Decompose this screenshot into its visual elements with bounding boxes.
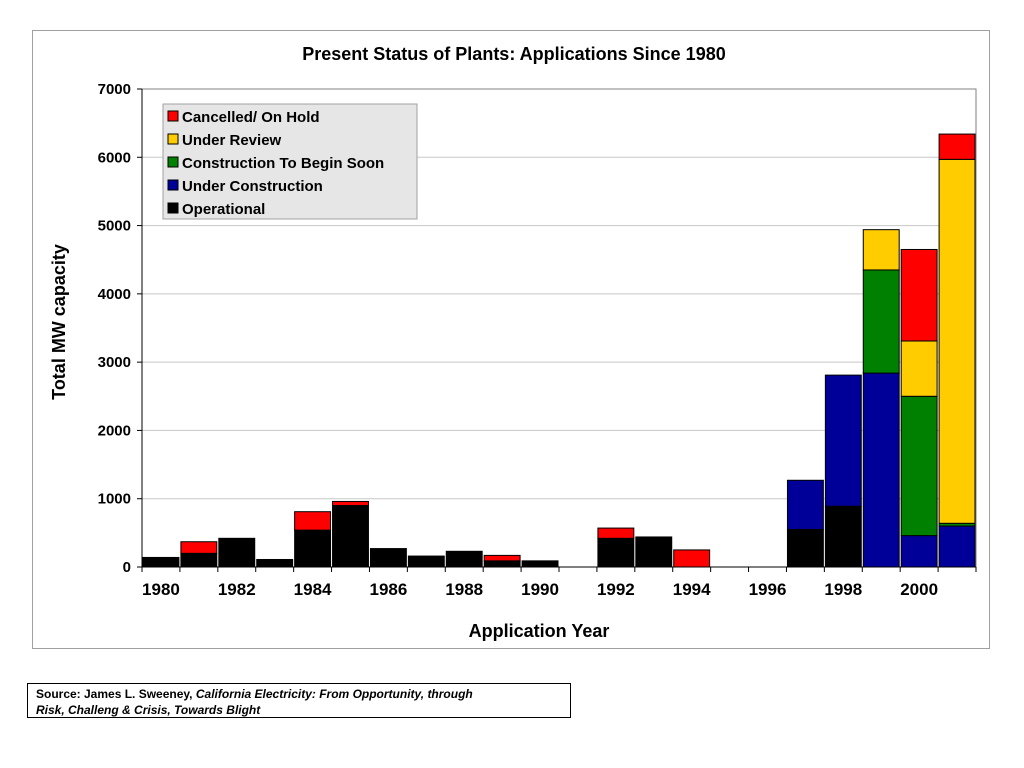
bar-segment-under-construction — [862, 372, 900, 568]
bar-segment-operational — [218, 537, 256, 568]
chart-frame: 0 1000 2000 3000 4000 5000 6000 7000 1980 1982 198… — [32, 30, 990, 649]
bar-segment-under-construction — [786, 479, 824, 530]
bar-segment-cancelled-on-hold — [938, 133, 976, 160]
source-prefix: Source: James L. Sweeney, — [36, 687, 196, 701]
x-tick-label: 1982 — [218, 580, 256, 599]
bar-segment-under-construction — [900, 535, 938, 568]
x-tick-label: 1994 — [673, 580, 711, 599]
legend-label: Construction To Begin Soon — [182, 155, 384, 172]
bar-segment-operational — [786, 528, 824, 568]
x-tick-label: 1998 — [824, 580, 862, 599]
bar-segment-cancelled-on-hold — [673, 549, 711, 568]
y-tick-label: 2000 — [98, 422, 131, 439]
chart-title: Present Status of Plants: Applications S… — [302, 44, 725, 64]
bar-segment-operational — [180, 552, 218, 568]
source-note: Source: James L. Sweeney, California Ele… — [27, 683, 571, 718]
y-tick-label: 7000 — [98, 81, 131, 98]
y-tick-label: 5000 — [98, 218, 131, 235]
bar-segment-cancelled-on-hold — [483, 554, 521, 562]
bar-segment-operational — [332, 505, 369, 568]
legend-label: Operational — [182, 201, 265, 218]
bar-segment-operational — [142, 556, 180, 568]
bar-segment-construction-to-begin-soon — [900, 395, 938, 537]
bar-segment-operational — [445, 550, 483, 568]
x-tick-label: 1980 — [142, 580, 180, 599]
y-tick-label: 1000 — [98, 491, 131, 508]
legend-swatch — [167, 133, 179, 145]
legend-label: Under Construction — [182, 178, 323, 195]
legend-swatch — [167, 110, 179, 122]
legend-box — [162, 103, 418, 220]
bar-segment-cancelled-on-hold — [332, 500, 369, 507]
y-tick-label: 6000 — [98, 149, 131, 166]
source-title-line1: California Electricity: From Opportunity… — [195, 687, 473, 701]
legend-label: Cancelled/ On Hold — [182, 109, 320, 126]
x-tick-label: 1988 — [445, 580, 483, 599]
y-tick-label: 4000 — [98, 286, 131, 303]
legend-swatch — [167, 156, 179, 168]
y-tick-label: 0 — [123, 559, 131, 576]
bar-segment-under-construction — [938, 525, 976, 568]
bar-segment-cancelled-on-hold — [294, 511, 332, 531]
bar-segment-under-review — [900, 340, 938, 397]
y-tick-label: 3000 — [98, 354, 131, 371]
bar-segment-operational — [521, 560, 559, 568]
bar-segment-operational — [369, 548, 407, 568]
x-axis-title: Application Year — [469, 621, 610, 641]
bar-segment-under-construction — [824, 374, 862, 507]
y-axis-title: Total MW capacity — [49, 244, 69, 400]
bar-segment-operational — [407, 555, 445, 568]
bar-segment-operational — [256, 558, 294, 568]
legend-label: Under Review — [182, 132, 282, 149]
bar-segment-cancelled-on-hold — [180, 541, 218, 554]
x-tick-label: 1984 — [294, 580, 332, 599]
chart-svg: 0 1000 2000 3000 4000 5000 6000 7000 1980 1982 198… — [49, 44, 977, 641]
bar-segment-operational — [635, 536, 673, 568]
source-title-line2: Risk, Challeng & Crisis, Towards Blight — [36, 703, 261, 717]
x-tick-label: 1986 — [369, 580, 407, 599]
bar-segment-under-review — [862, 229, 900, 271]
bar-segment-operational — [824, 505, 862, 568]
bar-segment-cancelled-on-hold — [597, 527, 635, 539]
legend-swatch — [167, 179, 179, 191]
x-tick-label: 1992 — [597, 580, 635, 599]
bar-segment-under-review — [938, 158, 976, 524]
bar-segment-operational — [294, 529, 332, 568]
bar-segment-cancelled-on-hold — [900, 248, 938, 342]
x-tick-label: 2000 — [900, 580, 938, 599]
legend-swatch — [167, 202, 179, 214]
bar-segment-construction-to-begin-soon — [862, 269, 900, 374]
bar-segment-operational — [483, 560, 521, 568]
x-tick-label: 1990 — [521, 580, 559, 599]
bar-segment-operational — [597, 537, 635, 568]
x-tick-label: 1996 — [749, 580, 787, 599]
